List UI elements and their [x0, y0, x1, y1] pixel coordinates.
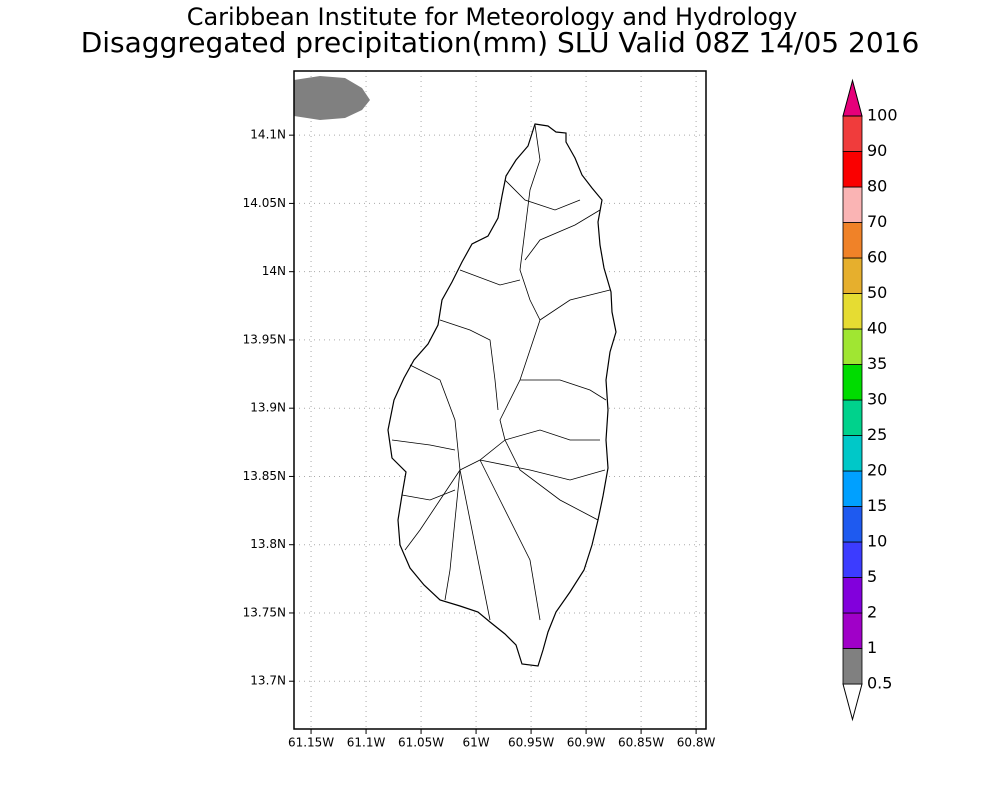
island-outline [387, 123, 617, 667]
colorbar-segment [842, 577, 863, 614]
title-line2: Disaggregated precipitation(mm) SLU Vali… [81, 26, 920, 59]
colorbar-label: 15 [867, 496, 887, 515]
x-tick-label: 61.15W [288, 736, 334, 750]
map-frame [293, 70, 707, 730]
colorbar-label: 40 [867, 319, 887, 338]
x-tick-label: 60.95W [508, 736, 554, 750]
y-tick-label: 13.7N [250, 674, 286, 688]
x-tick-label: 60.9W [567, 736, 606, 750]
colorbar-segment [842, 506, 863, 543]
y-tick-label: 14.1N [250, 128, 286, 142]
y-tick-label: 13.75N [243, 605, 286, 619]
y-tick-label: 13.95N [243, 332, 286, 346]
colorbar-label: 35 [867, 354, 887, 373]
colorbar-label: 30 [867, 390, 887, 409]
colorbar-segment [842, 186, 863, 223]
x-tick-label: 60.8W [677, 736, 716, 750]
watershed-lines [391, 124, 611, 621]
x-tick-label: 61.1W [347, 736, 386, 750]
precip-area [294, 76, 370, 120]
colorbar-label: 1 [867, 638, 877, 657]
colorbar-label: 2 [867, 603, 877, 622]
colorbar-label: 90 [867, 141, 887, 160]
colorbar-label: 25 [867, 425, 887, 444]
colorbar-label: 5 [867, 567, 877, 586]
colorbar-segment [842, 115, 863, 152]
colorbar-segment [842, 222, 863, 259]
colorbar-segment [842, 364, 863, 401]
colorbar-label: 10 [867, 532, 887, 551]
colorbar-segment [842, 541, 863, 578]
title-line1: Caribbean Institute for Meteorology and … [187, 3, 798, 31]
colorbar-label: 20 [867, 461, 887, 480]
y-tick-label: 14.05N [243, 196, 286, 210]
colorbar-label: 70 [867, 212, 887, 231]
colorbar-segment [842, 612, 863, 649]
colorbar-label: 0.5 [867, 674, 892, 693]
colorbar-segment [842, 470, 863, 507]
x-tick-label: 61W [463, 736, 490, 750]
colorbar-segment [842, 151, 863, 188]
colorbar-segment [842, 328, 863, 365]
colorbar-label: 60 [867, 248, 887, 267]
y-tick-label: 14N [262, 264, 286, 278]
colorbar-label: 50 [867, 283, 887, 302]
colorbar-label: 80 [867, 177, 887, 196]
colorbar-triangle-low [842, 683, 863, 722]
colorbar-segment [842, 257, 863, 294]
colorbar-triangle-high [842, 78, 863, 117]
colorbar-segment [842, 293, 863, 330]
x-tick-label: 61.05W [398, 736, 444, 750]
x-tick-label: 60.85W [618, 736, 664, 750]
colorbar-segment [842, 435, 863, 472]
colorbar-segment [842, 399, 863, 436]
y-tick-label: 13.8N [250, 537, 286, 551]
y-tick-label: 13.9N [250, 401, 286, 415]
colorbar-segment [842, 648, 863, 685]
y-tick-label: 13.85N [243, 469, 286, 483]
colorbar-label: 100 [867, 106, 898, 125]
